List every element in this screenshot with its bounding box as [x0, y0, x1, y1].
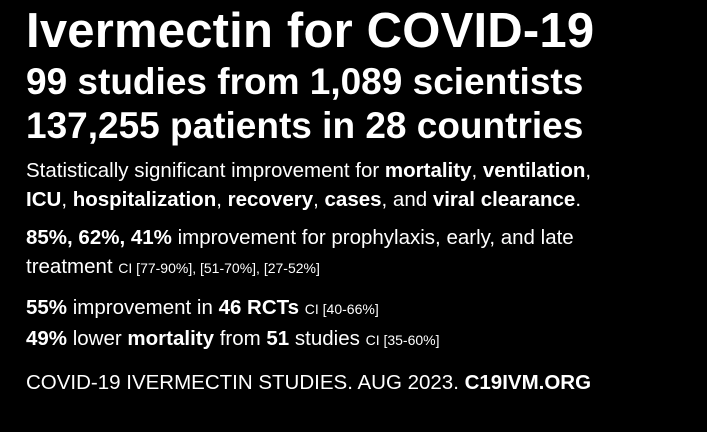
significance-paragraph: Statistically significant improvement fo… — [26, 156, 707, 214]
separator: . — [575, 188, 582, 211]
outcome-mortality: mortality — [384, 159, 472, 182]
outcome-viral-clearance: viral clearance — [432, 188, 576, 211]
outcome-ventilation: ventilation — [482, 159, 586, 182]
separator: , — [585, 159, 592, 182]
footer-text: COVID-19 IVERMECTIN STUDIES. AUG 2023. — [26, 371, 465, 394]
separator: , — [471, 159, 483, 182]
rcts-value: 55% — [26, 296, 68, 319]
page-title: Ivermectin for COVID-19 — [26, 4, 595, 58]
mortality-keyword: mortality — [127, 327, 214, 350]
significance-prefix: Statistically significant improvement fo… — [26, 159, 385, 182]
separator: , — [216, 188, 228, 211]
mortality-count: 51 — [266, 327, 290, 350]
outcome-cases: cases — [324, 188, 382, 211]
outcome-icu: ICU — [26, 188, 62, 211]
improvement-ci: CI [77-90%], [51-70%], [27-52%] — [118, 260, 320, 276]
mortality-text: lower — [67, 327, 128, 350]
patients-count-line: 137,255 patients in 28 countries — [26, 105, 584, 146]
rcts-text: improvement in — [67, 296, 219, 319]
mortality-text-2: from — [214, 327, 267, 350]
improvement-values: 85%, 62%, 41% — [26, 226, 172, 249]
separator: , — [61, 188, 73, 211]
studies-count-line: 99 studies from 1,089 scientists — [26, 61, 584, 102]
separator: , and — [381, 188, 433, 211]
mortality-value: 49% — [26, 327, 68, 350]
separator: , — [313, 188, 325, 211]
improvement-text: improvement for prophylaxis, early, and … — [171, 226, 574, 249]
rcts-ci: CI [40-66%] — [304, 301, 379, 317]
outcome-hospitalization: hospitalization — [72, 188, 217, 211]
mortality-line: 49% lower mortality from 51 studies CI [… — [26, 324, 707, 355]
rcts-count: 46 RCTs — [218, 296, 300, 319]
improvement-text-2: treatment — [26, 255, 119, 278]
outcome-recovery: recovery — [227, 188, 314, 211]
rcts-line: 55% improvement in 46 RCTs CI [40-66%] — [26, 293, 707, 324]
mortality-text-3: studies — [289, 327, 366, 350]
footer-line: COVID-19 IVERMECTIN STUDIES. AUG 2023. C… — [26, 369, 707, 397]
improvement-paragraph: 85%, 62%, 41% improvement for prophylaxi… — [26, 223, 707, 283]
footer-site: C19IVM.ORG — [464, 371, 592, 394]
mortality-ci: CI [35-60%] — [365, 332, 440, 348]
